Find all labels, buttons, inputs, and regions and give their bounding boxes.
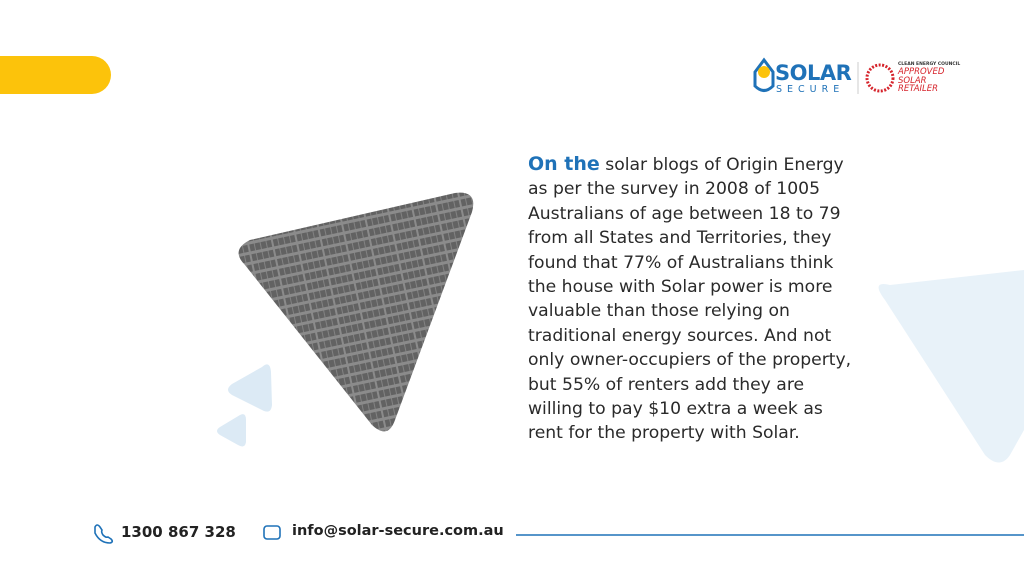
badge-text: APPROVED SOLAR RETAILER [898,68,944,94]
decor-shape [878,270,1024,463]
email: info@solar-secure.com.au [292,523,504,539]
decor-shape [228,364,272,412]
paragraph: solar blogs of Origin Energy as per the … [528,155,852,444]
logo-sub: SECURE [776,84,845,95]
decor-shape [217,414,246,447]
phone: 1300 867 328 [121,523,236,541]
badge-line: RETAILER [898,84,939,94]
badge-icon [865,63,895,93]
badge-line: SOLAR [898,75,927,86]
badge-line: APPROVED [898,67,945,77]
logo-name: SOLAR [775,61,852,85]
body-text: On the solar blogs of Origin Energy as p… [528,152,863,446]
email-icon [263,525,281,540]
lead: On the [528,153,600,175]
solar-image [238,192,474,432]
badge-org: CLEAN ENERGY COUNCIL [898,62,961,67]
accent-bar [0,56,111,94]
phone-icon [94,524,114,544]
